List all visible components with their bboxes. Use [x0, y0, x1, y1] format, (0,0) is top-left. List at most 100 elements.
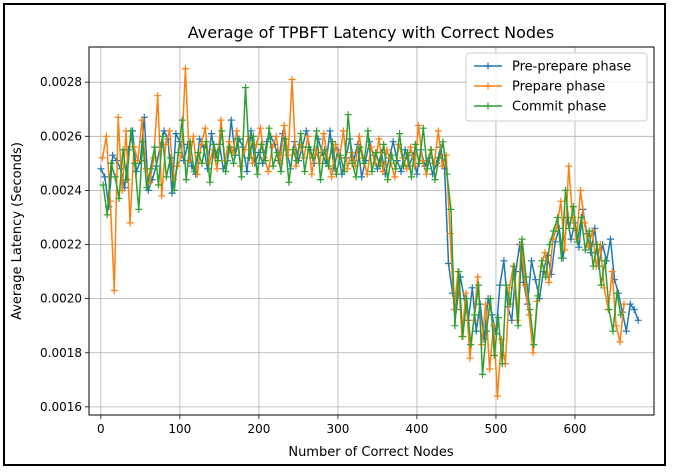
- data-point-marker: [155, 181, 162, 189]
- data-point-marker: [308, 170, 316, 178]
- data-point-marker: [415, 159, 423, 167]
- data-point-marker: [541, 249, 549, 257]
- data-point-marker: [442, 151, 450, 159]
- data-point-marker: [227, 116, 235, 124]
- data-point-marker: [245, 154, 253, 162]
- data-point-marker: [422, 170, 430, 178]
- data-point-marker: [213, 165, 221, 173]
- data-point-marker: [328, 138, 336, 146]
- data-point-marker: [166, 127, 174, 135]
- data-point-marker: [304, 132, 312, 140]
- data-point-marker: [197, 140, 205, 148]
- data-point-marker: [159, 132, 166, 140]
- data-point-marker: [607, 235, 614, 243]
- y-tick-label: 0.0026: [40, 129, 82, 143]
- data-point-marker: [109, 151, 117, 159]
- data-point-marker: [214, 157, 222, 165]
- plot-border: [88, 46, 655, 416]
- legend: Pre-prepare phase Prepare phase Commit pha…: [465, 52, 648, 122]
- data-point-marker: [198, 159, 206, 167]
- data-point-marker: [613, 289, 621, 297]
- data-point-marker: [605, 306, 613, 313]
- data-point-marker: [289, 146, 297, 154]
- data-point-marker: [502, 281, 510, 289]
- data-point-marker: [622, 327, 630, 335]
- data-point-marker: [261, 157, 269, 165]
- data-point-marker: [413, 170, 421, 178]
- data-point-marker: [344, 111, 352, 119]
- legend-entry-label: Commit phase: [512, 100, 606, 115]
- data-point-marker: [293, 157, 301, 165]
- y-tick-label: 0.0016: [40, 400, 82, 414]
- data-point-marker: [529, 349, 537, 357]
- data-point-marker: [110, 287, 118, 294]
- data-point-marker: [577, 214, 585, 221]
- data-point-marker: [257, 140, 265, 148]
- data-point-marker: [530, 341, 538, 349]
- data-point-marker: [249, 159, 257, 167]
- data-point-marker: [185, 157, 193, 165]
- data-point-marker: [400, 162, 407, 170]
- data-point-marker: [389, 138, 397, 146]
- data-point-marker: [268, 143, 276, 151]
- data-point-marker: [181, 65, 189, 73]
- data-point-marker: [608, 268, 616, 276]
- data-point-marker: [202, 138, 210, 146]
- data-point-marker: [490, 322, 498, 330]
- data-point-marker: [170, 186, 178, 194]
- data-point-marker: [479, 370, 486, 378]
- data-point-marker: [172, 130, 180, 138]
- data-point-marker: [597, 281, 605, 289]
- data-point-marker: [496, 281, 504, 289]
- data-point-marker: [463, 295, 471, 303]
- data-point-marker: [107, 159, 115, 167]
- data-point-marker: [620, 300, 628, 308]
- data-point-marker: [352, 173, 360, 181]
- data-point-marker: [462, 289, 470, 297]
- data-point-marker: [217, 116, 225, 124]
- data-point-marker: [247, 127, 255, 135]
- data-point-marker: [589, 262, 597, 270]
- data-point-marker: [208, 130, 215, 138]
- data-point-marker: [178, 116, 186, 124]
- data-point-marker: [281, 135, 289, 143]
- data-point-marker: [154, 92, 162, 100]
- data-point-marker: [525, 311, 533, 319]
- data-point-marker: [550, 227, 558, 235]
- data-point-marker: [230, 159, 238, 167]
- data-point-marker: [431, 176, 439, 184]
- data-point-marker: [601, 257, 609, 265]
- data-point-marker: [320, 130, 328, 138]
- data-point-marker: [99, 181, 107, 189]
- data-point-marker: [285, 178, 293, 186]
- data-point-marker: [466, 354, 474, 362]
- x-axis-label: Number of Correct Nodes: [288, 445, 454, 460]
- data-point-marker: [360, 159, 368, 167]
- x-tick-label: 300: [326, 422, 349, 436]
- data-point-marker: [226, 143, 234, 151]
- data-point-marker: [317, 176, 324, 184]
- data-point-marker: [147, 165, 155, 173]
- data-point-marker: [253, 170, 261, 178]
- legend-entry-label: Pre-prepare phase: [512, 60, 631, 75]
- data-point-marker: [388, 151, 396, 159]
- data-point-marker: [569, 203, 577, 211]
- data-point-marker: [98, 154, 106, 162]
- data-point-marker: [494, 314, 502, 322]
- data-point-marker: [301, 168, 309, 175]
- data-point-marker: [206, 178, 214, 186]
- data-point-marker: [126, 219, 134, 227]
- data-point-marker: [234, 135, 242, 143]
- data-point-marker: [242, 84, 249, 92]
- x-tick-label: 400: [405, 422, 428, 436]
- data-point-marker: [158, 192, 166, 200]
- data-point-marker: [459, 333, 467, 340]
- legend-marker: [484, 82, 492, 90]
- data-point-marker: [581, 246, 589, 254]
- legend-box: [465, 52, 648, 122]
- data-point-marker: [364, 127, 372, 135]
- data-point-marker: [255, 149, 263, 156]
- data-point-marker: [423, 165, 431, 173]
- data-point-marker: [339, 127, 347, 135]
- data-point-marker: [575, 243, 583, 251]
